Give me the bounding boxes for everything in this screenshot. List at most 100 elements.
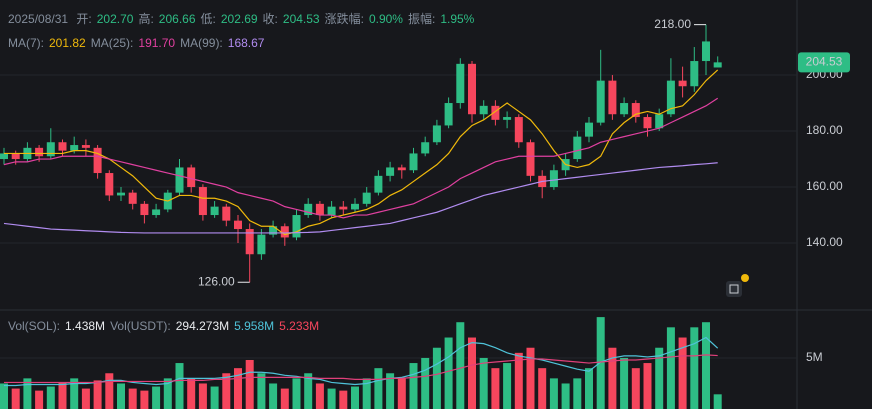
y-tick-label: 180.00 (806, 123, 843, 137)
candle-body (643, 117, 652, 129)
volume-bar (643, 363, 652, 409)
candle-body (339, 206, 348, 210)
tool-icon[interactable] (726, 281, 742, 297)
candle-body (351, 203, 359, 210)
candle-body (456, 63, 465, 104)
candle-body (444, 103, 453, 126)
volume-bar (315, 383, 324, 409)
candle-body (105, 173, 114, 196)
ma-line (3, 162, 718, 234)
candle-body (304, 203, 313, 216)
candle-body (421, 142, 430, 154)
field-label: 涨跌幅: (324, 12, 364, 26)
volume-bar (620, 357, 629, 409)
vol-value: 5.958M (234, 319, 275, 333)
candle-body (585, 122, 593, 137)
ma-line (4, 336, 719, 387)
candle-body (526, 142, 535, 176)
candle-body (198, 187, 207, 216)
field-value: 0.90% (368, 12, 403, 26)
volume-bar (713, 394, 722, 409)
field-label: 低: (200, 12, 216, 26)
candle-body (257, 234, 266, 255)
notice-dot (741, 274, 749, 282)
candle-body (327, 206, 336, 216)
candle-body (713, 62, 722, 68)
field-label: 开: (76, 12, 92, 26)
candle-body (620, 103, 629, 115)
field-label: 收: (262, 12, 278, 26)
candle-body (666, 80, 675, 115)
candle-body (117, 192, 125, 196)
volume-bar (81, 388, 90, 409)
date: 2025/08/31 (8, 12, 69, 26)
volume-legend: Vol(SOL): 1.438M Vol(USDT): 294.273M 5.958M 5… (8, 319, 324, 333)
volume-bar (538, 368, 547, 409)
volume-bar (585, 368, 593, 409)
ma-value: 201.82 (49, 36, 86, 50)
volume-bar (23, 378, 32, 409)
volume-bar (11, 388, 20, 409)
field-value: 204.53 (282, 12, 320, 26)
candle-body (631, 103, 640, 118)
candle-body (269, 226, 278, 235)
ma-label: MA(7): (8, 36, 44, 50)
vol-value: 5.233M (279, 319, 320, 333)
candle-body (374, 175, 383, 193)
candle-body (655, 114, 664, 129)
candle-body (702, 41, 710, 62)
ma-label: MA(25): (90, 36, 134, 50)
candle-body (315, 203, 324, 216)
volume-bar (140, 390, 149, 409)
volume-bar (152, 386, 161, 409)
volume-bar (561, 383, 570, 409)
tool-icon-glyph (729, 284, 739, 294)
ma-legend: MA(7): 201.82 MA(25): 191.70 MA(99): 168.67 (8, 36, 269, 50)
volume-bar (46, 386, 55, 409)
candle-body (362, 192, 371, 204)
volume-bar (0, 383, 8, 409)
field-label: 振幅: (407, 12, 436, 26)
field-value: 1.95% (440, 12, 475, 26)
volume-bar (514, 352, 523, 409)
volume-bar (444, 337, 453, 409)
volume-bar (596, 317, 605, 409)
candle-body (245, 229, 254, 255)
ma-line (4, 69, 719, 236)
candle-body (549, 170, 558, 188)
volume-bar (432, 347, 441, 409)
volume-bar (234, 368, 242, 409)
volume-bar (491, 368, 500, 409)
candle-body (11, 153, 20, 160)
volume-bar (678, 337, 687, 409)
volume-bar (397, 378, 406, 409)
candle-body (678, 80, 687, 87)
volume-bar (374, 368, 383, 409)
candle-body (35, 147, 44, 157)
extreme-label: 218.00 (654, 17, 691, 31)
volume-bar (105, 373, 114, 409)
volume-bar (386, 373, 395, 409)
volume-bar (198, 383, 207, 409)
volume-bar (292, 378, 301, 409)
candle-body (503, 117, 512, 120)
candle-body (187, 167, 196, 188)
vol-value: 1.438M (65, 319, 106, 333)
y-tick-label: 160.00 (806, 179, 843, 193)
volume-bar (280, 388, 289, 409)
y-tick-label: 5M (806, 350, 823, 364)
last-price-tag (798, 52, 850, 73)
volume-bar (327, 388, 336, 409)
candle-body (292, 215, 301, 238)
volume-bar (128, 388, 137, 409)
candle-body (397, 167, 406, 171)
field-value: 206.66 (158, 12, 196, 26)
volume-bar (573, 378, 582, 409)
candle-body (479, 105, 488, 115)
y-tick-label: 140.00 (806, 235, 843, 249)
vol-label: Vol(SOL): (8, 319, 61, 333)
candle-body (432, 125, 441, 143)
candle-body (0, 153, 8, 160)
field-label: 高: (138, 12, 154, 26)
